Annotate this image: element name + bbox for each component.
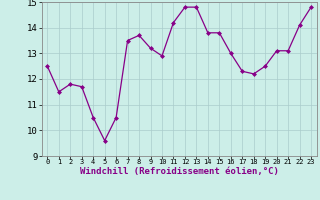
X-axis label: Windchill (Refroidissement éolien,°C): Windchill (Refroidissement éolien,°C) (80, 167, 279, 176)
